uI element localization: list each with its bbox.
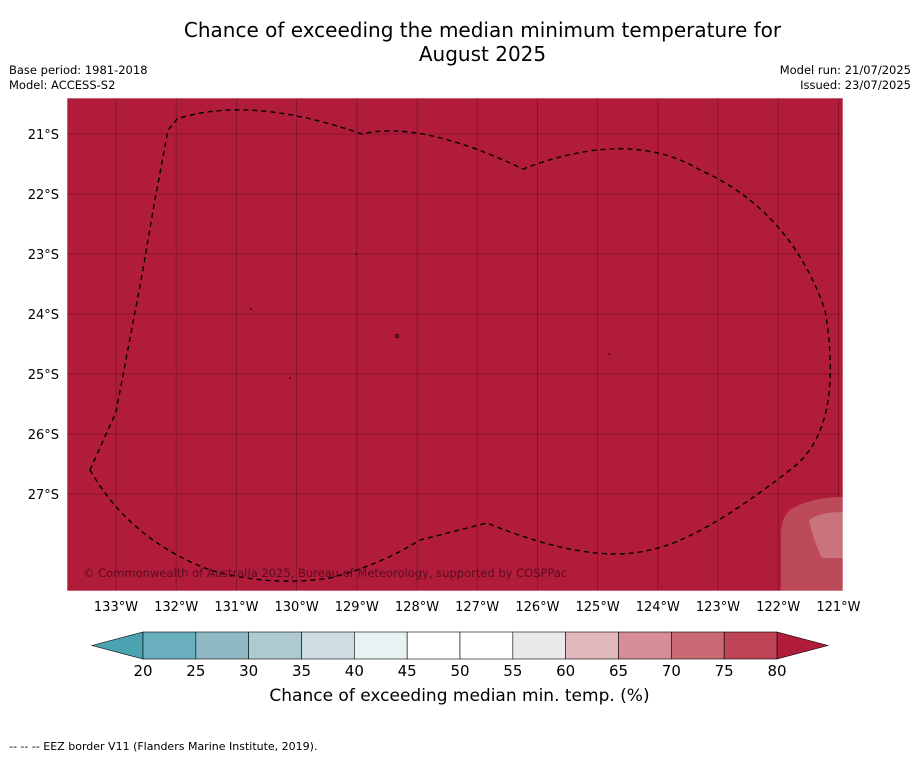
lat-label: 24°S — [28, 308, 59, 323]
colorbar-tick-label: 65 — [609, 662, 628, 680]
graticule — [67, 98, 843, 591]
colorbar-segment — [195, 631, 249, 660]
model-run: Model run: 21/07/2025 — [779, 63, 911, 77]
island-3 — [289, 377, 291, 379]
colorbar-over-arrow — [776, 631, 830, 660]
map-frame — [66, 97, 844, 592]
model-name: Model: ACCESS-S2 — [9, 78, 116, 92]
colorbar-segment — [406, 631, 461, 660]
colorbar-tick-label: 80 — [767, 662, 786, 680]
anomaly-patch — [781, 497, 843, 591]
lon-label: 125°W — [576, 600, 620, 615]
colorbar-segment — [248, 631, 302, 660]
anomaly-patch-inner — [809, 512, 843, 558]
issued-date: Issued: 23/07/2025 — [800, 78, 911, 92]
lon-label: 123°W — [696, 600, 740, 615]
lat-label: 25°S — [28, 368, 59, 383]
eez-border — [89, 109, 832, 582]
lon-label: 133°W — [94, 600, 138, 615]
colorbar-segment — [565, 631, 619, 660]
chart-title: Chance of exceeding the median minimum t… — [0, 18, 919, 66]
meta-left: Base period: 1981-2018 Model: ACCESS-S2 — [9, 63, 148, 93]
colorbar-segment — [354, 631, 408, 660]
lon-label: 130°W — [275, 600, 319, 615]
lon-label: 127°W — [455, 600, 499, 615]
colorbar-tick-label: 25 — [186, 662, 205, 680]
colorbar-tick-label: 40 — [345, 662, 364, 680]
lat-label: 27°S — [28, 488, 59, 503]
lon-label: 131°W — [214, 600, 258, 615]
lon-label: 122°W — [756, 600, 800, 615]
colorbar-tick-label: 20 — [133, 662, 152, 680]
colorbar-tick-label: 30 — [239, 662, 258, 680]
copyright-text: © Commonwealth of Australia 2025, Bureau… — [83, 566, 567, 580]
title-line-1: Chance of exceeding the median minimum t… — [183, 18, 782, 42]
island-2 — [250, 308, 252, 310]
island-1 — [394, 333, 399, 338]
colorbar-tick-label: 35 — [292, 662, 311, 680]
colorbar-tick-label: 50 — [450, 662, 469, 680]
colorbar-tick-label: 45 — [398, 662, 417, 680]
eez-legend-text: -- -- -- EEZ border V11 (Flanders Marine… — [9, 740, 318, 753]
lon-label: 121°W — [816, 600, 860, 615]
colorbar-segment — [301, 631, 355, 660]
latitude-labels: 21°S 22°S 23°S 24°S 25°S 26°S 27°S — [28, 128, 59, 503]
lat-label: 22°S — [28, 188, 59, 203]
title-line-2: August 2025 — [418, 42, 547, 66]
colorbar-under-arrow — [90, 631, 144, 660]
colorbar-segment — [671, 631, 725, 660]
colorbar-tick-label: 70 — [662, 662, 681, 680]
island-4 — [608, 353, 610, 355]
colorbar-segment — [459, 631, 514, 660]
lat-label: 26°S — [28, 428, 59, 443]
longitude-labels: 133°W 132°W 131°W 130°W 129°W 128°W 127°W 126°W… — [94, 600, 861, 615]
lon-label: 132°W — [154, 600, 198, 615]
island-5 — [355, 253, 357, 255]
base-period: Base period: 1981-2018 — [9, 63, 148, 77]
colorbar-segment — [618, 631, 672, 660]
colorbar-tick-label: 75 — [715, 662, 734, 680]
meta-right: Model run: 21/07/2025 Issued: 23/07/2025 — [780, 63, 911, 93]
islands — [250, 253, 610, 379]
colorbar-segment — [723, 631, 778, 660]
colorbar-segment — [142, 631, 197, 660]
colorbar-segment — [512, 631, 566, 660]
lon-label: 124°W — [636, 600, 680, 615]
lat-label: 23°S — [28, 248, 59, 263]
lat-label: 21°S — [28, 128, 59, 143]
colorbar-tick-label: 60 — [556, 662, 575, 680]
lon-label: 126°W — [515, 600, 559, 615]
lon-label: 129°W — [335, 600, 379, 615]
colorbar-label: Chance of exceeding median min. temp. (%… — [269, 686, 650, 706]
lon-label: 128°W — [395, 600, 439, 615]
map-background — [67, 98, 843, 591]
colorbar-tick-label: 55 — [503, 662, 522, 680]
colorbar: 20 25 30 35 40 45 50 55 60 65 70 75 80 — [90, 631, 830, 680]
